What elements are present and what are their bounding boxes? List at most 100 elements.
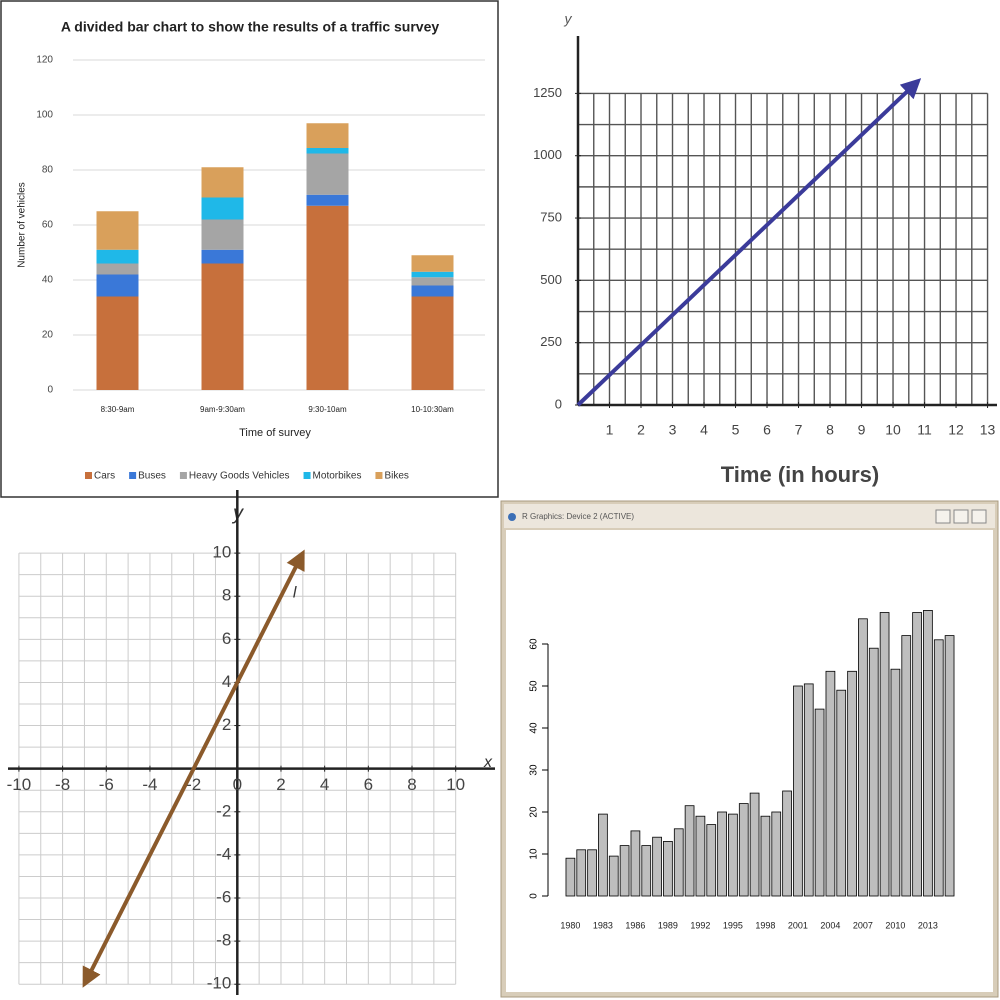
bar (847, 670, 857, 897)
x-tick-label: 2 (637, 422, 645, 438)
x-tick-label: 2007 (853, 920, 873, 930)
bar-segment (96, 274, 139, 297)
x-tick-label: 2004 (820, 920, 840, 930)
y-tick-label: 750 (540, 209, 562, 224)
data-line (82, 549, 305, 988)
y-tick-label: 0 (555, 396, 562, 411)
bar-segment (201, 219, 244, 250)
x-tick-label: 9am-9:30am (200, 405, 245, 414)
x-tick-label: 2013 (918, 920, 938, 930)
bar (793, 685, 803, 897)
minimize-button[interactable] (935, 509, 951, 524)
bar (598, 813, 608, 897)
bar-segment (201, 263, 244, 390)
x-tick-label: -8 (55, 775, 70, 794)
x-tick-label: 8 (407, 775, 416, 794)
bar-segment (306, 148, 349, 154)
bar (717, 811, 727, 897)
x-tick-label: 7 (795, 422, 803, 438)
bar (652, 836, 662, 897)
bar (825, 670, 836, 897)
y-tick-label: 10 (212, 543, 231, 562)
y-tick-label: 500 (540, 272, 562, 287)
bar (944, 635, 955, 897)
x-tick-label: 6 (364, 775, 373, 794)
bar-segment (411, 255, 454, 272)
data-line (576, 78, 922, 407)
x-tick-label: 9 (858, 422, 866, 438)
bar (912, 612, 922, 897)
x-tick-label: 8:30-9am (101, 405, 135, 414)
x-tick-label: 12 (948, 422, 964, 438)
y-tick-label: 60 (42, 220, 54, 231)
y-tick-label: 8 (222, 586, 231, 605)
close-button[interactable] (971, 509, 987, 524)
x-tick-label: 10 (885, 422, 901, 438)
window-icon (508, 513, 516, 521)
bar (630, 830, 641, 897)
x-tick-label: 2001 (788, 920, 808, 930)
x-tick-label: 1998 (755, 920, 775, 930)
y-tick-label: 20 (42, 330, 54, 341)
bar-segment (96, 211, 139, 250)
bar (901, 635, 912, 897)
x-tick-label: 6 (763, 422, 771, 438)
legend-swatch (129, 472, 137, 479)
x-tick-label: 9:30-10am (308, 405, 347, 414)
maximize-button[interactable] (953, 509, 969, 524)
y-tick-label: 0 (529, 893, 540, 899)
bar (879, 612, 890, 897)
legend-swatch (303, 472, 311, 479)
bar-segment (201, 197, 244, 220)
y-tick-label: 100 (36, 110, 53, 121)
bar-segment (96, 296, 139, 390)
bar-segment (306, 194, 349, 206)
y-tick-label: -8 (216, 931, 231, 950)
bar-segment (411, 285, 454, 297)
x-tick-label: -6 (99, 775, 114, 794)
y-tick-label: 20 (529, 806, 540, 818)
x-tick-label: 3 (669, 422, 677, 438)
y-tick-label: 2 (222, 715, 231, 734)
x-tick-label: 1980 (560, 920, 580, 930)
bar (695, 815, 706, 897)
bar-segment (411, 296, 454, 390)
x-tick-label: 1986 (625, 920, 645, 930)
legend-label: Heavy Goods Vehicles (189, 471, 290, 482)
line-annotation: l (293, 584, 297, 601)
bar-segment (306, 153, 349, 195)
x-tick-label: 1992 (690, 920, 710, 930)
bar (663, 840, 673, 897)
bar (749, 792, 760, 897)
y-tick-label: 250 (540, 334, 562, 349)
bar-segment (201, 249, 244, 264)
y-tick-label: 40 (42, 275, 54, 286)
legend-label: Cars (94, 471, 115, 482)
x-tick-label: 1989 (658, 920, 678, 930)
bar (760, 815, 771, 897)
legend-swatch (375, 472, 383, 479)
y-tick-label: 80 (42, 165, 54, 176)
x-tick-label: 4 (700, 422, 708, 438)
y-tick-label: 1250 (533, 85, 562, 100)
bar (728, 813, 738, 897)
y-tick-label: 120 (36, 55, 53, 66)
bar-segment (306, 123, 349, 148)
x-tick-label: 4 (320, 775, 329, 794)
bar-segment (96, 263, 139, 275)
legend-label: Motorbikes (313, 471, 362, 482)
window-title-bar (504, 504, 995, 528)
legend-label: Bikes (384, 471, 408, 482)
x-tick-label: 10-10:30am (411, 405, 454, 414)
bar (608, 855, 619, 897)
x-axis-label: Time (in hours) (721, 462, 880, 487)
y-tick-label: 40 (529, 722, 540, 734)
y-tick-label: 10 (529, 848, 540, 860)
y-tick-label: -10 (207, 974, 232, 993)
y-tick-label: -6 (216, 887, 231, 906)
bar (836, 689, 847, 897)
y-tick-label: 1000 (533, 147, 562, 162)
x-axis-label: x (483, 754, 493, 771)
